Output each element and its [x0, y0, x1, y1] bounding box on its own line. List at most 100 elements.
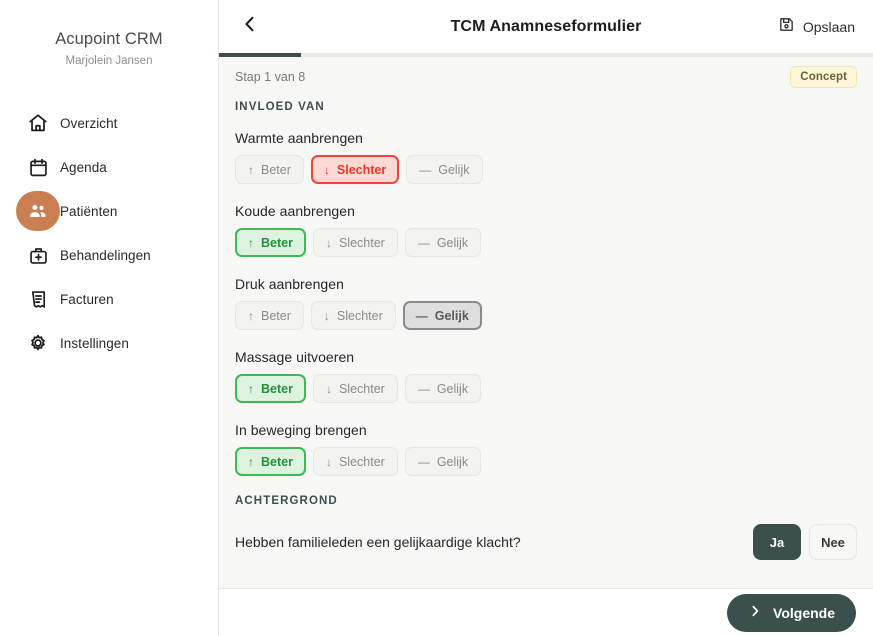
sidebar-item-label: Overzicht [60, 115, 118, 131]
option-label: Slechter [338, 235, 385, 250]
option-label: Gelijk [436, 235, 469, 250]
form-footer: Volgende [219, 588, 873, 636]
option-label: Slechter [336, 308, 383, 323]
option-label: Beter [261, 454, 293, 469]
option-button-slechter[interactable]: ↓ Slechter [312, 447, 398, 476]
option-button-beter[interactable]: ↑ Beter [235, 155, 304, 184]
step-indicator-row: Stap 1 van 8 Concept [219, 57, 873, 97]
minus-icon: — [419, 162, 432, 177]
option-label: Gelijk [436, 381, 469, 396]
app-brand-title: Acupoint CRM [55, 30, 163, 48]
minus-icon: — [415, 308, 428, 323]
question-block: Warmte aanbrengen ↑ Beter ↓ Slechter — Gelijk [235, 130, 857, 184]
question-block: In beweging brengen ↑ Beter ↓ Slechter — Gelij… [235, 422, 857, 476]
chevron-right-icon [748, 604, 762, 621]
sidebar-item-behandelingen[interactable]: Behandelingen [16, 235, 202, 275]
option-button-beter[interactable]: ↑ Beter [235, 301, 304, 330]
option-label: Beter [261, 381, 293, 396]
arrow-down-icon: ↓ [323, 162, 330, 177]
back-button[interactable] [233, 10, 267, 44]
active-pill [16, 191, 60, 231]
option-button-beter[interactable]: ↑ Beter [235, 447, 306, 476]
sidebar: Acupoint CRM Marjolein Jansen Overzicht [0, 0, 219, 636]
arrow-up-icon: ↑ [248, 381, 254, 396]
option-label: Beter [261, 235, 293, 250]
question-block: Druk aanbrengen ↑ Beter ↓ Slechter — Gelijk [235, 276, 857, 330]
option-button-gelijk[interactable]: — Gelijk [404, 447, 482, 476]
option-button-gelijk[interactable]: — Gelijk [402, 301, 482, 330]
form-sections: INVLOED VAN Warmte aanbrengen ↑ Beter ↓ Slech… [235, 101, 857, 476]
arrow-up-icon: ↑ [248, 162, 254, 177]
section-heading: ACHTERGROND [235, 495, 338, 507]
no-button[interactable]: Nee [809, 524, 857, 560]
next-step-button[interactable]: Volgende [727, 593, 856, 632]
background-section: ACHTERGROND Hebben familieleden een geli… [235, 495, 857, 560]
family-complaint-question: Hebben familieleden een gelijkaardige kl… [235, 534, 521, 550]
option-button-slechter[interactable]: ↓ Slechter [310, 155, 400, 184]
sidebar-item-instellingen[interactable]: Instellingen [16, 323, 202, 363]
question-block: Koude aanbrengen ↑ Beter ↓ Slechter — Gelijk [235, 203, 857, 257]
sidebar-item-label: Behandelingen [60, 247, 151, 263]
form-scroll-area[interactable]: INVLOED VAN Warmte aanbrengen ↑ Beter ↓ Slech… [219, 97, 873, 588]
sidebar-item-facturen[interactable]: Facturen [16, 279, 202, 319]
option-label: Gelijk [438, 162, 470, 177]
option-button-slechter[interactable]: ↓ Slechter [310, 301, 396, 330]
option-group: ↑ Beter ↓ Slechter — Gelijk [235, 155, 857, 184]
arrow-down-icon: ↓ [325, 235, 332, 250]
gear-icon [16, 332, 60, 354]
medkit-icon [16, 245, 60, 266]
question-block: Massage uitvoeren ↑ Beter ↓ Slechter — Gelijk [235, 349, 857, 403]
receipt-icon [16, 289, 60, 310]
option-label: Slechter [338, 381, 385, 396]
minus-icon: — [417, 454, 430, 469]
arrow-down-icon: ↓ [325, 381, 332, 396]
sidebar-item-patienten[interactable]: Patiënten [16, 191, 202, 231]
option-group: ↑ Beter ↓ Slechter — Gelijk [235, 228, 857, 257]
family-complaint-row: Hebben familieleden een gelijkaardige kl… [235, 524, 857, 560]
minus-icon: — [417, 381, 430, 396]
question-label: Druk aanbrengen [235, 276, 344, 292]
arrow-up-icon: ↑ [248, 454, 254, 469]
option-label: Beter [261, 162, 291, 177]
option-label: Gelijk [434, 308, 469, 323]
yes-no-group: Ja Nee [753, 524, 857, 560]
chevron-left-icon [240, 14, 260, 39]
question-label: Massage uitvoeren [235, 349, 355, 365]
option-button-gelijk[interactable]: — Gelijk [404, 228, 482, 257]
status-badge: Concept [790, 66, 857, 88]
home-icon [16, 112, 60, 134]
option-button-slechter[interactable]: ↓ Slechter [312, 374, 398, 403]
arrow-down-icon: ↓ [323, 308, 330, 323]
option-label: Gelijk [436, 454, 469, 469]
option-label: Beter [261, 308, 291, 323]
yes-button[interactable]: Ja [753, 524, 801, 560]
option-button-beter[interactable]: ↑ Beter [235, 228, 306, 257]
question-label: Warmte aanbrengen [235, 130, 363, 146]
option-button-beter[interactable]: ↑ Beter [235, 374, 306, 403]
question-label: Koude aanbrengen [235, 203, 355, 219]
question-label: In beweging brengen [235, 422, 367, 438]
save-button-label: Opslaan [802, 18, 855, 35]
option-button-gelijk[interactable]: — Gelijk [406, 155, 483, 184]
option-button-slechter[interactable]: ↓ Slechter [312, 228, 398, 257]
brand-block: Acupoint CRM Marjolein Jansen [0, 0, 218, 67]
current-user-name: Marjolein Jansen [65, 55, 153, 67]
sidebar-item-overzicht[interactable]: Overzicht [16, 103, 202, 143]
option-group: ↑ Beter ↓ Slechter — Gelijk [235, 301, 857, 330]
progress-bar-fill [219, 53, 301, 57]
arrow-up-icon: ↑ [248, 308, 254, 323]
sidebar-item-agenda[interactable]: Agenda [16, 147, 202, 187]
calendar-icon [16, 157, 60, 178]
sidebar-item-label: Patiënten [60, 203, 118, 219]
step-counter-text: Stap 1 van 8 [235, 70, 306, 84]
next-step-label: Volgende [773, 604, 835, 621]
save-button[interactable]: Opslaan [778, 16, 857, 38]
sidebar-item-label: Agenda [60, 159, 107, 175]
option-button-gelijk[interactable]: — Gelijk [404, 374, 482, 403]
arrow-down-icon: ↓ [325, 454, 332, 469]
progress-bar-track [219, 53, 873, 57]
option-group: ↑ Beter ↓ Slechter — Gelijk [235, 447, 857, 476]
option-label: Slechter [338, 454, 385, 469]
sidebar-nav: Overzicht Agenda [0, 103, 218, 363]
